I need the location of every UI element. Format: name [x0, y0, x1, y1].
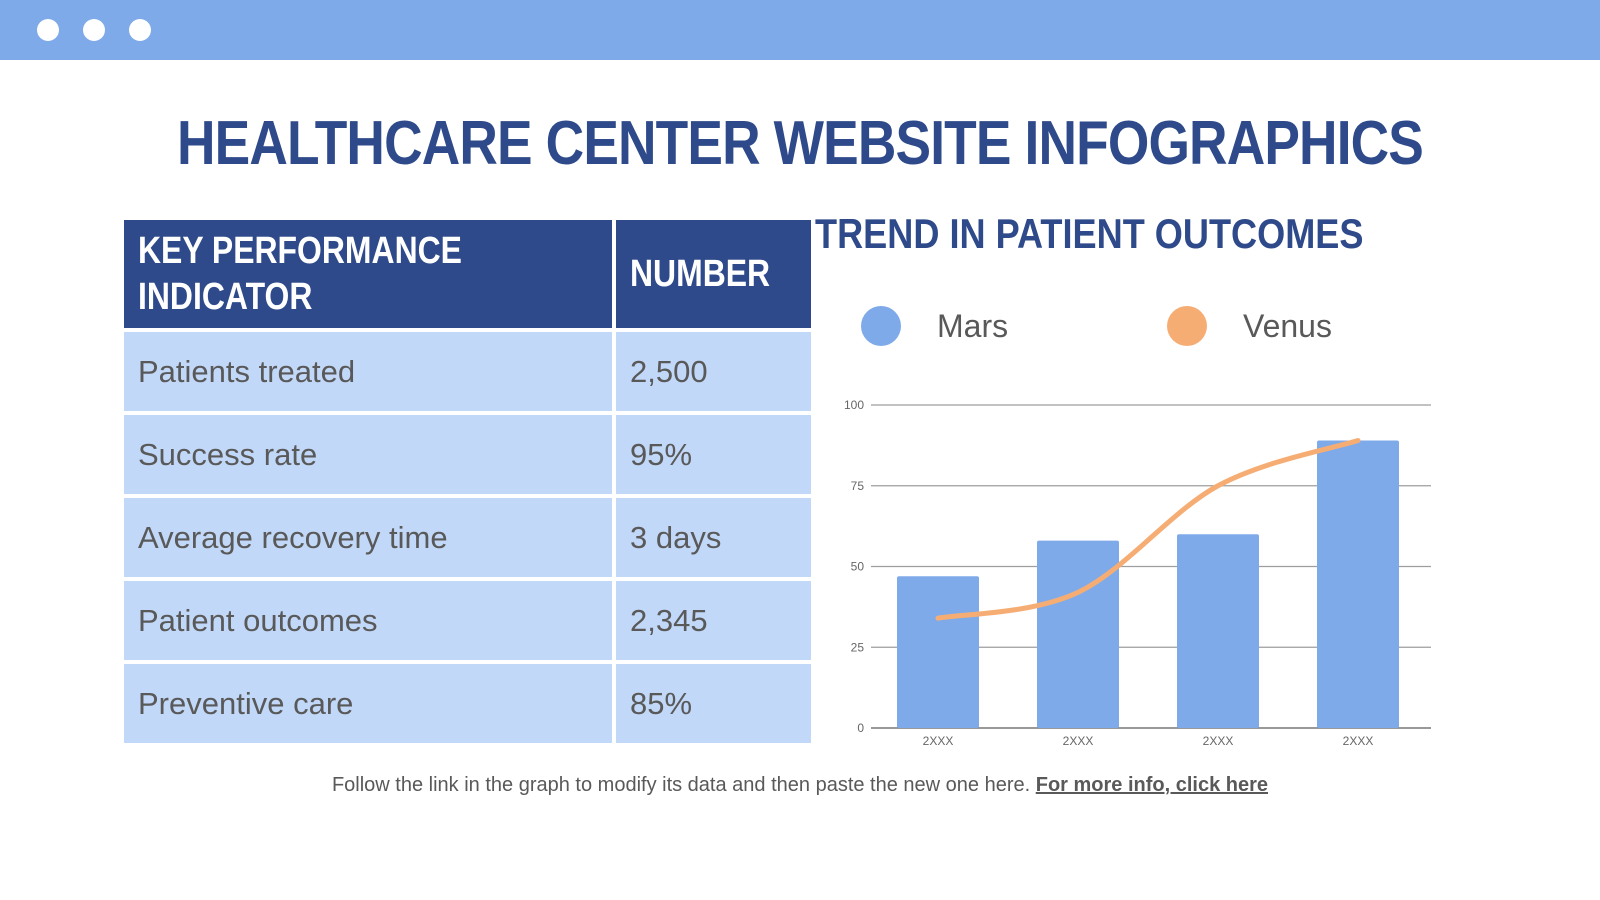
x-tick-label: 2XXX — [1343, 734, 1374, 748]
header-number: NUMBER — [616, 220, 811, 328]
kpi-value: 95% — [616, 415, 811, 494]
legend-label: Mars — [937, 307, 1009, 344]
legend-item-mars: Mars — [861, 306, 1008, 346]
footer-text: Follow the link in the graph to modify i… — [331, 774, 1036, 796]
x-tick-label: 2XXX — [923, 734, 954, 748]
line-venus[interactable] — [935, 438, 1361, 621]
header-kpi: KEY PERFORMANCE INDICATOR — [124, 220, 612, 328]
bar-mars[interactable] — [1317, 440, 1399, 728]
more-info-link[interactable]: For more info, click here — [1035, 774, 1269, 796]
table-row: Patients treated 2,500 — [124, 332, 811, 411]
header-kpi-label: KEY PERFORMANCE INDICATOR — [138, 230, 462, 318]
kpi-value: 2,345 — [616, 581, 811, 660]
kpi-label: Patients treated — [124, 332, 612, 411]
table-row: Patient outcomes 2,345 — [124, 581, 811, 660]
table-row: Success rate 95% — [124, 415, 811, 494]
chart-title: TREND IN PATIENT OUTCOMES — [815, 210, 1364, 257]
window-dot-icon[interactable] — [83, 19, 105, 41]
kpi-label: Average recovery time — [124, 498, 612, 577]
y-tick-label: 0 — [857, 721, 864, 735]
kpi-label: Preventive care — [124, 664, 612, 743]
x-tick-label: 2XXX — [1063, 734, 1094, 748]
y-tick-label: 50 — [851, 560, 865, 574]
kpi-value: 2,500 — [616, 332, 811, 411]
legend-dot-icon — [861, 306, 901, 346]
window-dot-icon[interactable] — [37, 19, 59, 41]
bar-mars[interactable] — [1037, 540, 1119, 728]
legend-dot-icon — [1167, 306, 1207, 346]
kpi-value: 85% — [616, 664, 811, 743]
y-tick-label: 25 — [851, 640, 865, 654]
table-row: Preventive care 85% — [124, 664, 811, 743]
page-title: HEALTHCARE CENTER WEBSITE INFOGRAPHICS — [176, 109, 1424, 178]
window-dot-icon[interactable] — [129, 19, 151, 41]
bar-mars[interactable] — [1177, 534, 1259, 728]
table-row: Average recovery time 3 days — [124, 498, 811, 577]
table-header-row: KEY PERFORMANCE INDICATOR NUMBER — [124, 220, 811, 328]
footer-note: Follow the link in the graph to modify i… — [0, 774, 1600, 797]
kpi-value: 3 days — [616, 498, 811, 577]
legend-item-venus: Venus — [1167, 306, 1332, 346]
kpi-table: KEY PERFORMANCE INDICATOR NUMBER Patient… — [120, 216, 815, 747]
legend-label: Venus — [1243, 307, 1332, 344]
x-tick-label: 2XXX — [1203, 734, 1234, 748]
window-topbar — [0, 0, 1600, 60]
y-tick-label: 100 — [844, 398, 864, 412]
y-tick-label: 75 — [851, 479, 865, 493]
bar-mars[interactable] — [897, 576, 979, 728]
kpi-label: Success rate — [124, 415, 612, 494]
header-number-label: NUMBER — [630, 253, 771, 295]
kpi-label: Patient outcomes — [124, 581, 612, 660]
